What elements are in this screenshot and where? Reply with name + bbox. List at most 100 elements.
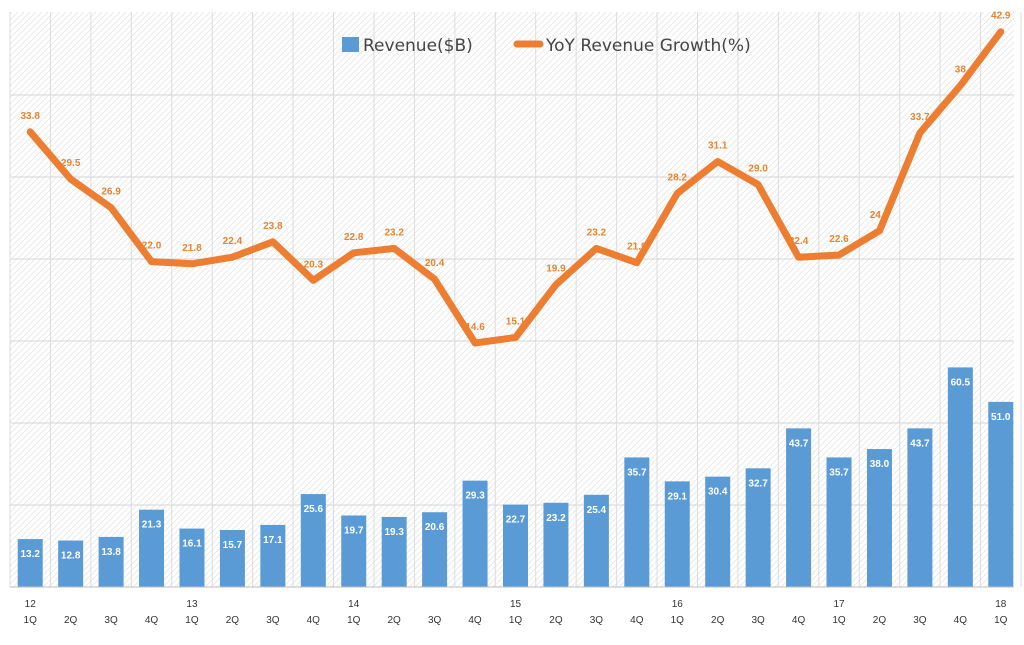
x-tick-quarter: 2Q xyxy=(549,615,563,626)
revenue-bar xyxy=(705,476,731,587)
growth-point-label: 23.2 xyxy=(384,227,404,238)
revenue-bar-label: 29.1 xyxy=(668,491,688,502)
legend-swatch-revenue xyxy=(342,37,359,52)
x-tick-quarter: 3Q xyxy=(104,615,118,626)
revenue-bar xyxy=(745,468,771,587)
revenue-bar xyxy=(503,504,528,587)
growth-point-label: 33.8 xyxy=(20,111,40,122)
x-tick-quarter: 2Q xyxy=(711,615,725,626)
x-tick-year: 15 xyxy=(510,599,522,610)
revenue-bar xyxy=(907,428,933,587)
legend: Revenue($B) YoY Revenue Growth(%) xyxy=(342,36,751,56)
x-tick-quarter: 3Q xyxy=(913,615,927,626)
growth-point-label: 22.4 xyxy=(789,236,809,247)
revenue-bar-label: 17.1 xyxy=(263,535,283,546)
revenue-bar-label: 25.6 xyxy=(304,504,324,515)
growth-point-label: 24.8 xyxy=(870,210,890,221)
revenue-bar-label: 51.0 xyxy=(991,412,1011,423)
revenue-bar xyxy=(300,494,326,587)
revenue-bar-label: 30.4 xyxy=(708,487,728,498)
x-tick-quarter: 1Q xyxy=(185,615,199,626)
revenue-bar-label: 22.7 xyxy=(506,515,526,526)
x-tick-quarter: 1Q xyxy=(24,615,38,626)
legend-label-growth: YoY Revenue Growth(%) xyxy=(545,36,751,56)
revenue-bar xyxy=(341,515,367,587)
x-tick-quarter: 1Q xyxy=(832,615,846,626)
x-tick-quarter: 4Q xyxy=(145,615,159,626)
revenue-bar xyxy=(179,528,205,587)
revenue-bar xyxy=(947,367,973,587)
x-tick-quarter: 2Q xyxy=(226,615,240,626)
revenue-bar-label: 43.7 xyxy=(910,438,930,449)
revenue-bar-label: 35.7 xyxy=(627,467,647,478)
revenue-bar-label: 32.7 xyxy=(748,478,768,489)
revenue-bar xyxy=(583,494,609,587)
growth-line xyxy=(26,28,1005,347)
revenue-bar xyxy=(462,480,488,587)
x-tick-quarter: 1Q xyxy=(994,615,1008,626)
x-tick-year: 12 xyxy=(25,599,37,610)
x-tick-quarter: 4Q xyxy=(792,615,806,626)
growth-point-label: 15.1 xyxy=(506,317,526,328)
revenue-bar-label: 43.7 xyxy=(789,438,809,449)
x-tick-year: 13 xyxy=(186,599,198,610)
revenue-bar xyxy=(260,524,286,587)
growth-point-label: 22.8 xyxy=(344,232,364,243)
revenue-bar-label: 21.3 xyxy=(142,520,162,531)
x-tick-year: 14 xyxy=(348,599,360,610)
revenue-bar xyxy=(826,457,852,587)
growth-point-label: 20.3 xyxy=(304,259,324,270)
x-tick-quarter: 4Q xyxy=(630,615,644,626)
revenue-bar-label: 15.7 xyxy=(223,540,243,551)
revenue-bar-label: 25.4 xyxy=(587,505,607,516)
growth-series-line xyxy=(26,28,1005,347)
growth-point-label: 31.1 xyxy=(708,141,728,152)
growth-point-label: 19.9 xyxy=(546,264,566,275)
growth-point-label: 29.0 xyxy=(748,164,768,175)
revenue-bar xyxy=(664,481,690,587)
revenue-bar-label: 20.6 xyxy=(425,522,445,533)
growth-point-label: 42.9 xyxy=(991,11,1011,22)
revenue-bar xyxy=(58,540,84,587)
x-tick-quarter: 4Q xyxy=(307,615,321,626)
revenue-bar-label: 12.8 xyxy=(61,551,81,562)
growth-point-label: 38 xyxy=(955,65,967,76)
revenue-bar-label: 29.3 xyxy=(465,491,485,502)
x-tick-quarter: 2Q xyxy=(388,615,402,626)
x-tick-quarter: 2Q xyxy=(64,615,78,626)
revenue-bar xyxy=(139,509,165,587)
growth-point-label: 22.4 xyxy=(223,236,243,247)
growth-point-label: 21.9 xyxy=(627,242,647,253)
x-tick-quarter: 4Q xyxy=(468,615,482,626)
plot-background xyxy=(10,12,1014,588)
growth-point-label: 33.7 xyxy=(910,112,930,123)
revenue-bar xyxy=(624,457,650,587)
growth-point-label: 23.8 xyxy=(263,221,283,232)
revenue-bar-label: 60.5 xyxy=(951,377,971,388)
legend-label-revenue: Revenue($B) xyxy=(363,36,473,56)
growth-point-label: 26.9 xyxy=(101,187,121,198)
growth-point-label: 21.8 xyxy=(182,243,202,254)
x-axis: 12 1Q 2Q 3Q 4Q 13 1Q 2Q 3Q 4Q 14 1Q 2Q 3Q 4Q 15 1Q 2Q 3Q 4Q… xyxy=(10,586,1014,626)
revenue-data-labels: 13.2 12.8 13.8 21.3 16.1 15.7 17.1 25.6 19.7 19.3… xyxy=(20,377,1010,561)
revenue-bar xyxy=(98,536,124,587)
growth-point-label: 29.5 xyxy=(61,158,81,169)
growth-point-label: 14.6 xyxy=(465,322,485,333)
x-tick-quarter: 3Q xyxy=(590,615,604,626)
revenue-bar xyxy=(219,530,245,587)
revenue-bar xyxy=(543,502,569,587)
x-tick-quarter: 4Q xyxy=(954,615,968,626)
revenue-bar-label: 19.3 xyxy=(384,527,404,538)
x-tick-quarter: 3Q xyxy=(428,615,442,626)
revenue-bar-label: 16.1 xyxy=(182,539,202,550)
x-tick-year: 16 xyxy=(672,599,684,610)
revenue-bar xyxy=(422,512,448,587)
revenue-bar-label: 13.2 xyxy=(20,549,40,560)
growth-data-labels: 33.8 29.5 26.9 22.0 21.8 22.4 23.8 20.3 22.8 23.2… xyxy=(20,11,1010,333)
growth-point-label: 20.4 xyxy=(425,258,445,269)
x-tick-quarter: 2Q xyxy=(873,615,887,626)
revenue-bar-label: 35.7 xyxy=(829,467,849,478)
growth-point-label: 22.0 xyxy=(142,241,162,252)
